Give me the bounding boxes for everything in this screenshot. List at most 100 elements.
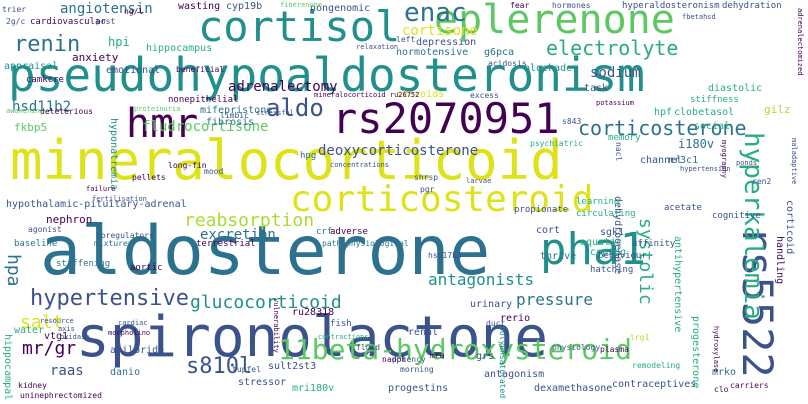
word-mixtures: mixtures xyxy=(94,239,133,248)
word-ponds: ponds xyxy=(736,159,758,167)
word-social: social xyxy=(694,121,731,132)
word-potassium: potassium xyxy=(596,99,634,107)
word-fbetahsd: fbetahsd xyxy=(682,13,716,21)
word-fibrosis: fibrosis xyxy=(206,117,255,128)
word-danio: danio xyxy=(110,367,141,378)
word-enac: enac xyxy=(404,0,467,28)
word-proteinuria: proteinuria xyxy=(134,105,181,113)
word-anxiety: anxiety xyxy=(72,51,119,64)
word-antagonists: antagonists xyxy=(428,270,534,289)
word-concentrations: concentrations xyxy=(330,161,390,169)
word-remodeling: remodeling xyxy=(632,361,681,370)
word-hypertensive: hypertensive xyxy=(30,286,189,311)
word-urinary: urinary xyxy=(470,299,513,310)
word-spironolactone: spironolactone xyxy=(76,305,549,370)
word-aldosterone: aldosterone xyxy=(40,212,491,291)
word-vtg1: vtg1 xyxy=(44,331,69,342)
word-excess: excess xyxy=(470,91,499,100)
word-pathophysiological: pathophysiological xyxy=(322,239,409,248)
word-cardiac: cardiac xyxy=(118,319,148,327)
word-steroids: steroids xyxy=(396,89,445,100)
word-potency: potency xyxy=(392,355,426,364)
word-fludrocortisone: fludrocortisone xyxy=(142,119,269,135)
word-hyponatremia: hyponatremia xyxy=(108,118,119,191)
word-psychiatric: psychiatric xyxy=(530,139,583,148)
word-water: water xyxy=(14,325,45,336)
word-hyperaldosteronism: hyperaldosteronism xyxy=(622,1,720,11)
word-gilz: gilz xyxy=(764,103,791,116)
word-agonist: agonist xyxy=(28,225,62,234)
word-limbic: limbic xyxy=(220,111,249,120)
word-ren2: ren2 xyxy=(752,177,772,186)
word-depression: depression xyxy=(416,37,477,48)
word-deleterious: deleterious xyxy=(40,107,93,116)
word-mifepristone: mifepristone xyxy=(200,105,273,116)
word-coregulators: coregulators xyxy=(96,231,154,240)
word-angiotensin: angiotensin xyxy=(60,1,153,17)
word-salt: salt xyxy=(20,312,64,333)
word-morning: morning xyxy=(400,365,434,374)
word-camkcre: camkcre xyxy=(26,75,64,85)
word-sult2st3: sult2st3 xyxy=(268,361,317,372)
word-progesterone: progesterone xyxy=(690,316,701,389)
word-aortic: aortic xyxy=(130,263,163,273)
word-behaviour: behaviour xyxy=(598,251,647,261)
word-cortisone: cortisone xyxy=(402,23,478,39)
word-2g-c: 2g/c xyxy=(6,17,26,26)
word-diastolic: diastolic xyxy=(708,83,763,94)
word-awakening: awakening xyxy=(6,107,44,115)
word-circulating: circulating xyxy=(576,209,636,219)
word-polyunsaturated: polyunsaturated xyxy=(498,326,507,399)
word-hypertension: hypertension xyxy=(680,165,731,173)
word-sgk1: sgk1 xyxy=(600,227,625,238)
word-amiloride: amiloride xyxy=(110,345,165,356)
word-myography: myography xyxy=(720,140,728,178)
word-nongenomic: nongenomic xyxy=(310,3,371,14)
word-axis: axis xyxy=(58,325,75,333)
word-hpg: hpg xyxy=(300,151,317,161)
word-stiffening: stiffening xyxy=(56,259,111,269)
word-pgr: pgr xyxy=(420,185,435,194)
word-rerio: rerio xyxy=(500,313,531,324)
word-nadph: nadph xyxy=(382,355,407,364)
word-tupfel: tupfel xyxy=(232,365,261,374)
word-rs2070951: rs2070951 xyxy=(332,94,560,143)
word-stressor: stressor xyxy=(238,377,287,388)
word-larvae: larvae xyxy=(466,177,492,185)
word-pellets: pellets xyxy=(132,173,166,182)
word-antihypertensive: antihypertensive xyxy=(672,236,683,333)
word-corticosterone: corticosterone xyxy=(578,116,747,140)
word-systolic: systolic xyxy=(635,218,656,305)
word-adrenalectomized: adrenalectomized xyxy=(796,8,804,76)
word-cyp19b: cyp19b xyxy=(226,1,263,12)
word-grs: grs xyxy=(476,351,495,362)
word-morpholino: morpholino xyxy=(108,329,151,337)
word-crf: crf xyxy=(316,227,333,237)
word-appraisal: appraisal xyxy=(4,61,59,72)
word-deoxycorticosterone: deoxycorticosterone xyxy=(318,143,479,159)
word-cardiovascular: cardiovascular xyxy=(30,17,106,27)
word-hsd11b2: hsd11b2 xyxy=(12,99,72,115)
word-pha1: pha1 xyxy=(540,224,646,275)
word-dehydration: dehydration xyxy=(722,1,782,11)
word-channel: channel xyxy=(640,155,683,166)
word-pressure: pressure xyxy=(516,290,594,309)
word-post: post xyxy=(96,17,116,26)
word-mineralocorticoid: mineralocorticoid xyxy=(10,129,563,192)
word-normotensive: normotensive xyxy=(396,47,469,58)
word-contractions: contractions xyxy=(318,333,369,341)
word-terrestrial: terrestrial xyxy=(196,239,256,249)
word-propionate: propionate xyxy=(514,205,569,215)
word-electrolyte: electrolyte xyxy=(546,36,679,60)
word-fertilisation: fertilisation xyxy=(92,195,147,203)
word-shrsp: shrsp xyxy=(414,173,439,182)
word-lrg1: lrg1 xyxy=(630,333,650,342)
word-mood: mood xyxy=(204,167,224,176)
word-clobetasol: clobetasol xyxy=(674,107,735,118)
word-task: task xyxy=(584,83,609,94)
word-hippocampal: hippocampal xyxy=(2,334,13,401)
word-eplerenone: eplerenone xyxy=(434,0,675,43)
word-finerenone: finerenone xyxy=(280,1,323,9)
word-hypothalamic-pituitary-adrenal: hypothalamic-pituitary-adrenal xyxy=(6,199,187,210)
